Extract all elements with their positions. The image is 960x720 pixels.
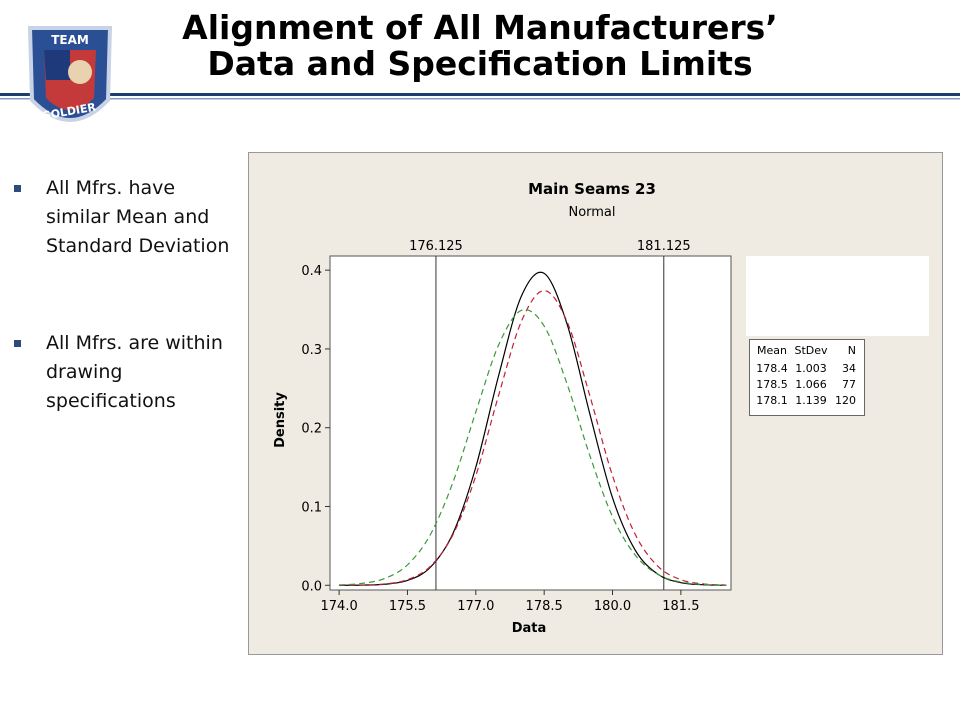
bullet-text: All Mfrs. have similar Mean and Standard… [46,177,230,257]
x-tick-label: 177.0 [457,599,494,614]
slide-title: Data and Specification Limits [207,44,753,83]
x-tick-label: 174.0 [321,599,358,614]
y-tick-label: 0.2 [301,422,322,437]
x-axis-label: Data [512,621,547,636]
spec-limit-label: 181.125 [637,239,691,254]
legend-header: N [848,344,856,357]
slide-title: Alignment of All Manufacturers’ [182,8,778,47]
legend-cell: 178.4 [756,362,788,375]
y-tick-label: 0.0 [301,579,322,594]
bullet: All Mfrs. have similar Mean and Standard… [14,174,244,261]
legend-cell: 1.003 [795,362,827,375]
legend-cell: 34 [842,362,856,375]
logo: TEAM SOLDIER [27,26,113,123]
header-rule [0,93,960,96]
legend-header: Mean [757,344,787,357]
x-tick-label: 175.5 [389,599,426,614]
x-tick-label: 180.0 [594,599,631,614]
legend-cell: 120 [835,394,856,407]
legend-cell: 77 [842,378,856,391]
y-tick-label: 0.4 [301,264,322,279]
chart-subtitle: Normal [568,205,615,220]
legend-cell: 1.066 [795,378,827,391]
y-tick-label: 0.1 [301,501,322,516]
legend-cell: 1.139 [795,394,827,407]
plot-area [329,255,732,591]
legend-cell: 178.1 [756,394,788,407]
x-tick-label: 178.5 [526,599,563,614]
chart: Main Seams 23 Normal Data Density 0.0 0.1 0.2 0… [273,180,856,636]
density-curve [339,290,727,586]
bullet-text: All Mfrs. are within drawing specificati… [46,332,223,412]
spec-limit-label: 176.125 [409,239,463,254]
legend-table-box [749,339,865,416]
legend-header: StDev [794,344,828,357]
legend-cell: 178.5 [756,378,788,391]
x-tick-label: 181.5 [662,599,699,614]
blank-box [746,256,929,336]
bullet: All Mfrs. are within drawing specificati… [14,329,244,416]
y-tick-label: 0.3 [301,343,322,358]
chart-title: Main Seams 23 [528,180,656,198]
density-curve [339,309,727,586]
header-rule [0,98,960,100]
logo-text: TEAM [51,33,89,47]
y-axis-label: Density [273,392,288,448]
